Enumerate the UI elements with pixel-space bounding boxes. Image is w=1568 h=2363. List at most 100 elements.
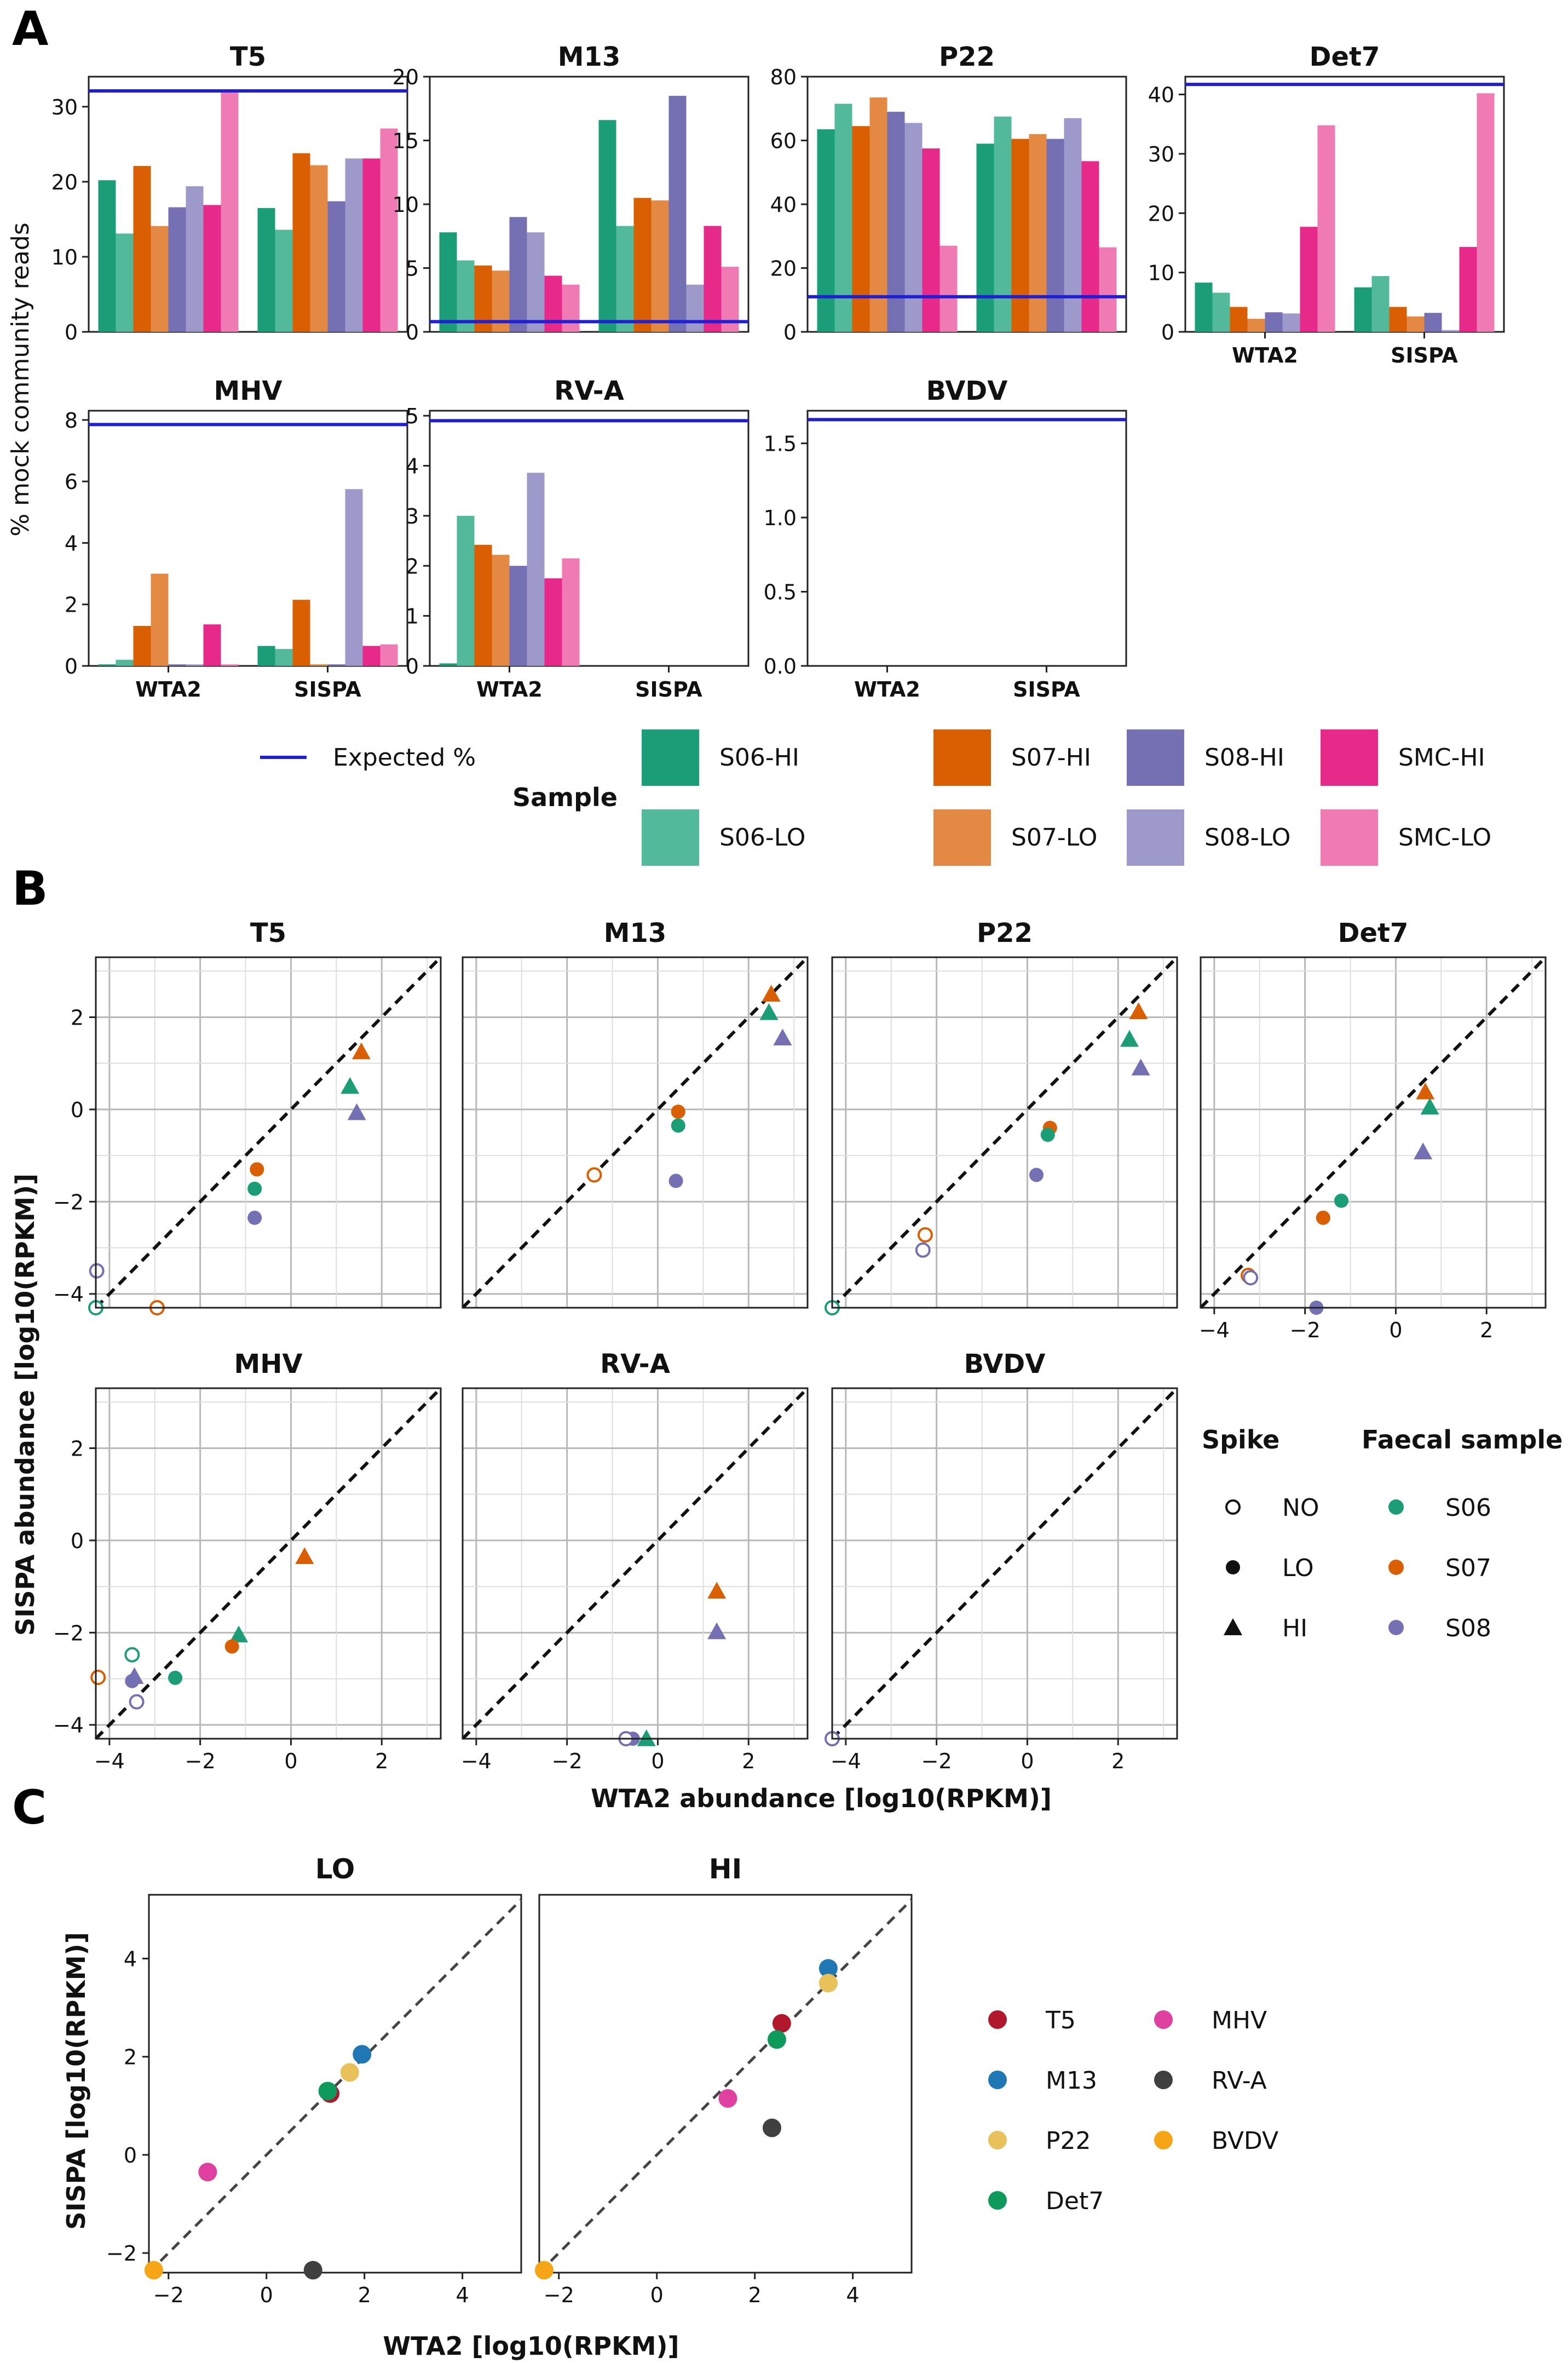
y-tick-label: 0 [124,2143,137,2167]
point-S07-no [917,1227,933,1243]
legend-expected-label: Expected % [333,744,476,772]
point-S07-lo [671,1105,685,1119]
bar-S07-LO-SISPA [310,165,328,332]
facet-title: HI [709,1853,742,1885]
bar-S08-LO-SISPA [686,284,704,332]
x-tick-label: −2 [552,1749,583,1773]
legend-swatch-S06-HI [642,729,699,786]
bar-S07-HI-SISPA [1389,307,1407,332]
bar-facet-BVDV: BVDV 0.0 0.5 1.0 1.5 WTA2 SISPA [764,376,1127,702]
bar-facet-Det7: Det7 0 10 20 30 40 WTA2 SISPA [1148,42,1505,367]
bar-S06-HI-WTA2 [98,664,116,666]
point-S08-lo [1029,1168,1044,1182]
plot-bg [832,1388,1177,1739]
x-tick-label: −4 [461,1749,492,1773]
y-tick-label: 0 [71,1098,84,1122]
bar-S08-LO-WTA2 [527,473,545,666]
plot-frame [95,1387,442,1740]
point-S07-lo [1316,1210,1330,1225]
legend-label: S07-LO [1011,824,1097,852]
bar-S06-LO-WTA2 [457,515,475,666]
y-tick-label: 5 [406,257,419,281]
point-T5 [772,2014,791,2033]
y-tick-label: −2 [106,2241,137,2266]
bar-S08-HI-WTA2 [887,112,905,332]
bar-facet-RV-A: RV-A 0 1 2 3 4 5 WTA2 SISPA [406,376,750,702]
y-tick-label: 2 [71,1436,84,1461]
legend-samples: Expected % Sample S06-HI S07-HI S08-HI SMC-HI… [260,729,1491,866]
point-RV-A [763,2118,781,2137]
bar-SMC-LO-WTA2 [562,284,580,332]
point-S06-lo [1040,1128,1055,1142]
x-tick-label: 2 [1480,1318,1493,1342]
bar-S06-LO-WTA2 [834,104,852,332]
panel-label-b: B [12,861,48,916]
legend-dot-P22 [988,2131,1007,2149]
point-S06-no [124,1647,140,1663]
bar-S06-LO-SISPA [616,226,634,332]
bar-SMC-HI-SISPA [1459,247,1477,332]
bar-S06-HI-WTA2 [439,232,457,332]
plot-frame [831,956,1178,1309]
y-tick-label: 0 [65,320,78,344]
y-tick-label: 1.0 [764,506,797,530]
y-tick-label: 0.5 [764,580,797,605]
plot-frame [462,1387,809,1740]
y-tick-label: 10 [51,245,78,269]
bar-S07-LO-SISPA [1406,316,1425,332]
bar-S08-LO-SISPA [345,489,363,666]
scatter-facet-HI: HI −2 0 2 4 [534,1853,913,2307]
legend-label: MHV [1212,2006,1267,2034]
bar-SMC-LO-WTA2 [221,91,239,332]
facet-title: LO [315,1853,355,1885]
y-tick-label: 1.5 [764,432,797,456]
y-tick-label: 30 [51,95,78,119]
legend-dot-M13 [988,2071,1007,2089]
facet-title: BVDV [964,1349,1046,1379]
y-tick-label: 0 [406,654,419,679]
x-tick-label: 2 [375,1749,388,1773]
bar-S06-LO-SISPA [275,649,293,666]
point-S07-lo [224,1639,239,1654]
x-tick-label: −2 [921,1749,952,1773]
bar-SMC-HI-WTA2 [922,148,940,332]
bar-SMC-HI-SISPA [704,226,722,332]
bar-S07-HI-WTA2 [852,126,870,332]
legend-spike-label: HI [1282,1614,1307,1642]
plot-bg [96,957,441,1308]
facet-title: M13 [604,918,667,948]
bar-S08-HI-SISPA [1424,313,1442,332]
legend-swatch-S07-HI [933,729,991,786]
y-tick-label: 4 [406,455,419,479]
bar-SMC-LO-WTA2 [1317,125,1335,332]
point-S06-hi [637,1729,656,1746]
point-S06-lo [671,1118,685,1133]
bar-S08-HI-SISPA [327,664,345,666]
bar-S06-HI-SISPA [257,646,275,666]
bar-SMC-HI-WTA2 [203,205,221,332]
bar-facet-T5: T5 0 10 20 30 [51,42,408,344]
bar-SMC-HI-SISPA [362,158,381,332]
bar-SMC-LO-WTA2 [939,245,958,332]
point-MHV [198,2163,217,2182]
x-tick-label: 0 [1389,1318,1402,1342]
bar-S07-LO-SISPA [310,664,328,666]
y-tick-label: 40 [770,193,797,217]
legend-label: SMC-HI [1398,744,1485,772]
bar-S06-LO-SISPA [994,116,1012,332]
facet-title: MHV [234,1349,302,1379]
y-tick-label: 1 [406,605,419,629]
point-Det7 [767,2030,786,2049]
y-tick-label: 40 [1148,83,1174,107]
x-tick-label: 0 [651,1749,664,1773]
bar-SMC-HI-WTA2 [544,275,562,332]
y-tick-label: 15 [393,129,419,153]
point-RV-A [303,2261,322,2280]
plot-frame [538,1894,913,2274]
y-tick-label: 0 [783,320,797,344]
bar-S06-LO-WTA2 [116,659,134,666]
legend-swatch-S06-LO [642,809,699,866]
point-S08-no [915,1242,931,1258]
legend-swatch-S08-HI [1127,729,1184,786]
